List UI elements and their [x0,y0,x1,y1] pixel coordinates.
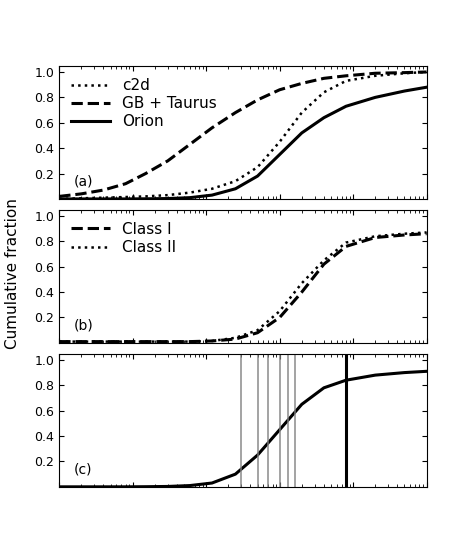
Text: Cumulative fraction: Cumulative fraction [5,198,20,349]
Text: (a): (a) [74,174,93,188]
Text: (b): (b) [74,318,94,332]
Legend: Class I, Class II: Class I, Class II [67,217,181,259]
Legend: c2d, GB + Taurus, Orion: c2d, GB + Taurus, Orion [67,73,221,133]
Text: (c): (c) [74,462,92,476]
